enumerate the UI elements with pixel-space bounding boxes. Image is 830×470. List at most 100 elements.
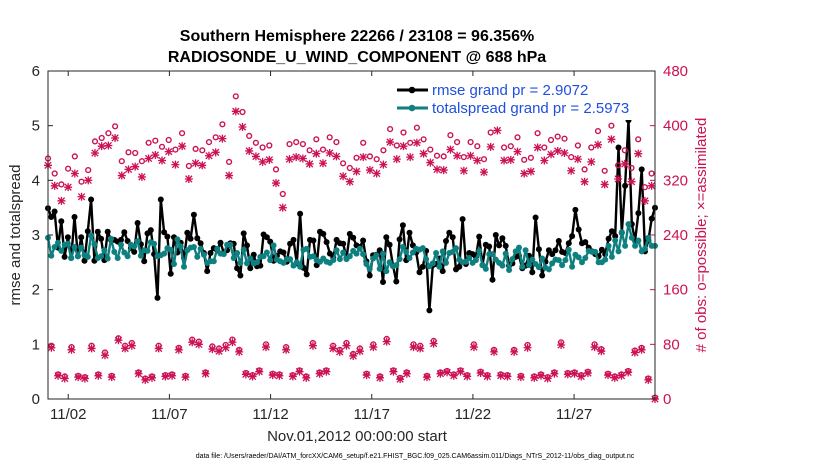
data-point xyxy=(114,255,121,261)
data-point xyxy=(303,245,310,252)
obs-assimilated-marker xyxy=(114,336,123,345)
data-point xyxy=(74,253,81,260)
data-point xyxy=(502,242,509,249)
data-point xyxy=(144,247,151,254)
obs-assimilated-marker xyxy=(617,371,626,380)
obs-assimilated-marker xyxy=(503,372,512,381)
obs-assimilated-marker xyxy=(121,344,130,353)
data-point xyxy=(151,240,158,247)
data-point xyxy=(366,272,373,279)
data-point xyxy=(181,263,187,270)
obs-assimilated-marker xyxy=(500,156,509,165)
data-point xyxy=(436,263,443,270)
data-point xyxy=(98,235,105,242)
obs-assimilated-marker xyxy=(278,203,287,212)
obs-assimilated-marker xyxy=(463,372,472,381)
right-tick-label: 400 xyxy=(663,118,688,135)
data-point xyxy=(466,255,473,261)
obs-assimilated-marker xyxy=(158,156,167,165)
data-point xyxy=(190,244,197,250)
obs-assimilated-marker xyxy=(577,372,586,381)
obs-assimilated-marker xyxy=(241,370,250,379)
obs-assimilated-marker xyxy=(402,369,411,378)
footer-data-file: data file: /Users/raeder/DAI/ATM_forcXX/… xyxy=(196,453,635,460)
obs-assimilated-marker xyxy=(261,343,270,352)
data-point xyxy=(419,245,426,252)
right-tick-label: 0 xyxy=(663,391,671,408)
obs-assimilated-marker xyxy=(590,343,599,352)
data-point xyxy=(376,265,383,272)
obs-possible-marker xyxy=(440,153,447,160)
data-point xyxy=(406,229,413,236)
obs-possible-marker xyxy=(574,142,582,149)
obs-possible-marker xyxy=(554,133,561,140)
data-point xyxy=(443,238,449,244)
data-point xyxy=(499,235,506,242)
data-point xyxy=(147,227,154,234)
obs-assimilated-marker xyxy=(610,373,619,382)
data-point xyxy=(496,242,503,249)
right-tick-label: 80 xyxy=(663,336,680,353)
data-point xyxy=(118,241,124,248)
obs-assimilated-marker xyxy=(208,345,217,354)
obs-assimilated-marker xyxy=(412,138,421,147)
data-point xyxy=(529,256,536,263)
obs-assimilated-marker xyxy=(231,107,240,116)
right-tick-label: 320 xyxy=(663,172,688,189)
data-point xyxy=(539,255,546,262)
obs-possible-marker xyxy=(132,149,139,157)
data-point xyxy=(190,211,197,218)
obs-assimilated-marker xyxy=(614,174,623,183)
data-point xyxy=(492,232,499,238)
obs-possible-marker xyxy=(199,147,206,154)
data-point xyxy=(323,239,330,246)
obs-assimilated-marker xyxy=(204,151,213,160)
obs-assimilated-marker xyxy=(399,142,408,151)
data-point xyxy=(230,255,237,261)
data-point xyxy=(399,244,406,250)
obs-possible-marker xyxy=(91,138,99,145)
obs-assimilated-marker xyxy=(329,344,338,353)
obs-assimilated-marker xyxy=(131,162,140,171)
data-point xyxy=(446,229,453,236)
data-point xyxy=(579,259,585,266)
obs-possible-marker xyxy=(172,146,179,153)
data-point xyxy=(535,264,542,271)
data-point xyxy=(602,256,609,263)
obs-possible-marker xyxy=(138,158,146,165)
obs-assimilated-marker xyxy=(637,345,646,354)
legend-label-spread: totalspread grand pr = 2.5973 xyxy=(432,100,629,117)
data-point xyxy=(638,166,645,173)
obs-possible-marker xyxy=(433,152,441,159)
data-point xyxy=(280,249,287,256)
data-point xyxy=(559,262,566,269)
obs-assimilated-marker xyxy=(540,156,549,165)
obs-assimilated-marker xyxy=(355,347,364,356)
obs-assimilated-marker xyxy=(570,369,579,378)
obs-assimilated-marker xyxy=(533,143,542,152)
data-point xyxy=(124,253,131,260)
obs-possible-marker xyxy=(621,147,628,154)
obs-possible-marker xyxy=(413,124,421,131)
data-point xyxy=(396,256,403,263)
data-point xyxy=(157,196,164,203)
obs-possible-marker xyxy=(588,144,595,151)
obs-possible-marker xyxy=(286,141,293,148)
obs-assimilated-marker xyxy=(479,168,488,177)
data-point xyxy=(184,229,191,236)
data-point xyxy=(648,215,655,222)
data-point xyxy=(94,228,101,235)
obs-assimilated-marker xyxy=(198,161,207,170)
obs-assimilated-marker xyxy=(567,166,576,175)
obs-assimilated-marker xyxy=(607,135,616,144)
obs-possible-marker xyxy=(192,145,199,153)
obs-assimilated-marker xyxy=(335,347,344,356)
data-point xyxy=(605,242,612,249)
data-point xyxy=(88,232,95,239)
data-point xyxy=(346,253,353,260)
data-point xyxy=(555,238,562,244)
obs-assimilated-marker xyxy=(47,343,56,352)
data-point xyxy=(529,269,536,276)
obs-possible-marker xyxy=(581,166,588,173)
right-tick-label: 480 xyxy=(663,63,688,80)
